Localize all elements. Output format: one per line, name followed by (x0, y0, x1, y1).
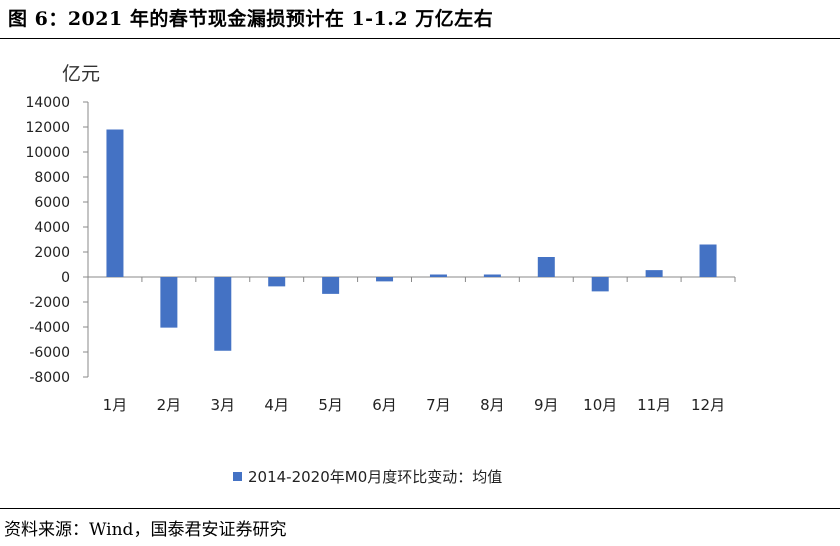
y-tick-label: 12000 (25, 120, 70, 136)
x-tick-label: 10月 (583, 396, 617, 414)
x-tick-label: 4月 (264, 396, 289, 414)
y-tick-label: 14000 (25, 95, 70, 111)
x-tick-label: 11月 (637, 396, 671, 414)
bar-2月 (160, 277, 178, 328)
y-tick-label: -4000 (29, 320, 70, 336)
source-note: 资料来源：Wind，国泰君安证券研究 (4, 520, 287, 540)
y-tick-label: 4000 (34, 220, 70, 236)
bar-6月 (376, 277, 394, 282)
bar-3月 (214, 277, 232, 351)
x-tick-label: 3月 (211, 396, 236, 414)
x-tick-label: 12月 (691, 396, 725, 414)
bar-11月 (645, 270, 663, 277)
bar-7月 (429, 274, 447, 277)
y-tick-label: 10000 (25, 145, 70, 161)
x-tick-label: 2月 (157, 396, 182, 414)
bar-9月 (537, 257, 555, 277)
y-tick-label: 2000 (34, 245, 70, 261)
source-divider (0, 508, 840, 509)
bar-10月 (591, 277, 609, 292)
legend-swatch (233, 472, 242, 481)
chart-legend: 2014-2020年M0月度环比变动：均值 (233, 466, 502, 487)
y-tick-label: -8000 (29, 370, 70, 386)
bar-8月 (483, 274, 501, 277)
bar-12月 (699, 244, 717, 277)
y-tick-label: 6000 (34, 195, 70, 211)
x-tick-label: 7月 (426, 396, 451, 414)
y-tick-label: -6000 (29, 345, 70, 361)
y-tick-label: -2000 (29, 295, 70, 311)
x-tick-label: 8月 (480, 396, 505, 414)
bar-1月 (106, 129, 124, 277)
figure-title: 图 6：2021 年的春节现金漏损预计在 1-1.2 万亿左右 (8, 8, 494, 30)
y-tick-label: 8000 (34, 170, 70, 186)
y-axis-unit-label: 亿元 (62, 63, 101, 85)
bar-5月 (322, 277, 340, 294)
x-tick-label: 9月 (534, 396, 559, 414)
x-tick-label: 6月 (372, 396, 397, 414)
title-divider (0, 38, 840, 39)
legend-label: 2014-2020年M0月度环比变动：均值 (248, 468, 503, 486)
y-tick-label: 0 (61, 270, 70, 286)
bar-chart: 14000 12000 10000 8000 6000 4000 2000 0 -2000 -40… (25, 95, 736, 414)
bar-4月 (268, 277, 286, 287)
x-tick-label: 1月 (103, 396, 128, 414)
x-tick-label: 5月 (318, 396, 343, 414)
